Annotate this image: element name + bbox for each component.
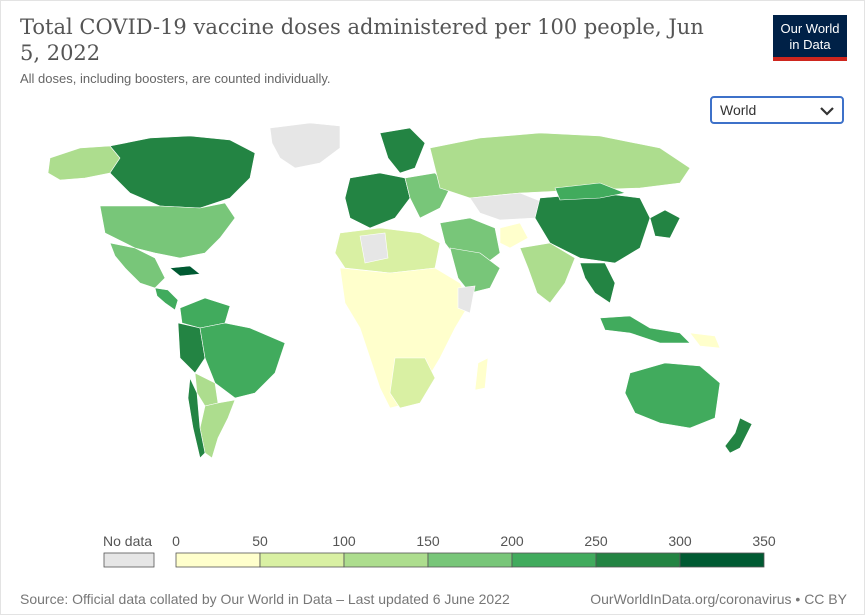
map-region-southern-africa[interactable]	[389, 357, 436, 409]
map-region-australia[interactable]	[624, 362, 721, 429]
map-region-cuba[interactable]	[169, 265, 201, 277]
owid-logo[interactable]: Our World in Data	[773, 15, 847, 61]
map-region-southeast-asia[interactable]	[579, 262, 616, 304]
map-region-canada[interactable]	[109, 135, 256, 209]
map-region-russia[interactable]	[429, 132, 691, 199]
map-region-afghanistan[interactable]	[499, 222, 529, 249]
map-region-north-africa[interactable]	[334, 227, 441, 274]
map-region-madagascar[interactable]	[474, 357, 489, 391]
chart-title: Total COVID-19 vaccine doses administere…	[20, 15, 704, 65]
map-region-alaska[interactable]	[47, 145, 121, 181]
map-region-argentina[interactable]	[199, 399, 236, 458]
logo-line-1: Our World	[780, 21, 840, 36]
map-region-chile[interactable]	[187, 376, 206, 458]
region-select[interactable]: World	[710, 96, 844, 124]
map-region-greenland[interactable]	[269, 122, 341, 169]
chevron-down-icon	[820, 107, 834, 116]
map-region-india[interactable]	[519, 242, 576, 304]
map-region-western-europe[interactable]	[344, 172, 411, 229]
map-region-somalia[interactable]	[457, 285, 476, 314]
map-region-brazil[interactable]	[199, 322, 286, 399]
chart-subtitle: All doses, including boosters, are count…	[20, 71, 331, 86]
region-select-value: World	[720, 102, 757, 118]
map-region-indonesia[interactable]	[599, 315, 691, 344]
map-region-arabia[interactable]	[449, 247, 501, 294]
map-region-china[interactable]	[534, 192, 651, 264]
map-region-scandinavia[interactable]	[379, 127, 426, 174]
map-region-western-sahara[interactable]	[359, 232, 389, 264]
map-region-kazakhstan[interactable]	[469, 192, 546, 221]
map-region-eastern-europe[interactable]	[404, 172, 451, 219]
map-region-usa[interactable]	[99, 202, 236, 259]
source-note: Source: Official data collated by Our Wo…	[20, 591, 510, 607]
map-region-japan-korea[interactable]	[649, 209, 681, 239]
license-link[interactable]: OurWorldInData.org/coronavirus • CC BY	[590, 591, 847, 607]
map-region-peru[interactable]	[177, 322, 206, 374]
map-region-papua-new-guinea[interactable]	[689, 332, 721, 349]
map-region-mongolia[interactable]	[554, 182, 627, 201]
map-region-central-america[interactable]	[154, 287, 179, 311]
world-map[interactable]	[40, 118, 760, 458]
logo-line-2: in Data	[789, 37, 831, 52]
map-region-new-zealand[interactable]	[724, 417, 753, 454]
